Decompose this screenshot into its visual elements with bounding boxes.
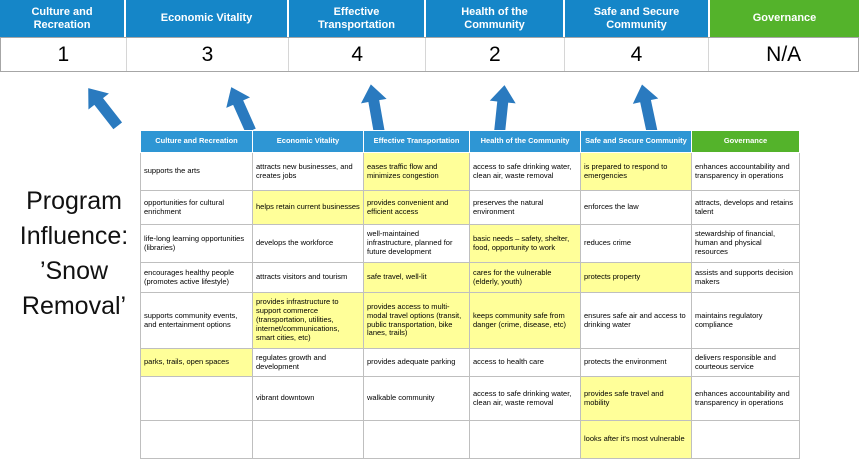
score-culture-and-recreation: 1 <box>1 38 127 71</box>
banner-cell-governance: Governance <box>710 0 859 37</box>
matrix-row: opportunities for cultural enrichment hel… <box>140 190 800 225</box>
matrix-cell-empty <box>469 420 581 459</box>
banner-cell-health-of-the-community: Health of the Community <box>426 0 565 37</box>
matrix-cell: vibrant downtown <box>252 376 364 421</box>
matrix-cell: supports community events, and entertain… <box>140 292 253 349</box>
matrix-cell: ensures safe air and access to drinking … <box>580 292 692 349</box>
matrix-row: supports community events, and entertain… <box>140 292 800 349</box>
matrix-cell: walkable community <box>363 376 470 421</box>
matrix-cell: life-long learning opportunities (librar… <box>140 224 253 263</box>
matrix-cell: basic needs – safety, shelter, food, opp… <box>469 224 581 263</box>
matrix-column-header: Economic Vitality <box>252 130 364 153</box>
banner-cell-effective-transportation: Effective Transportation <box>289 0 426 37</box>
matrix-column-header: Safe and Secure Community <box>580 130 692 153</box>
matrix-column-header: Governance <box>691 130 800 153</box>
matrix-cell: cares for the vulnerable (elderly, youth… <box>469 262 581 293</box>
matrix-row: encourages healthy people (promotes acti… <box>140 262 800 293</box>
matrix-cell: enforces the law <box>580 190 692 225</box>
matrix-header-row: Culture and Recreation Economic Vitality E… <box>140 130 800 153</box>
up-arrow-icon <box>218 81 265 137</box>
matrix-cell: regulates growth and development <box>252 348 364 377</box>
matrix-cell: enhances accountability and transparency… <box>691 376 800 421</box>
matrix-cell: delivers responsible and courteous servi… <box>691 348 800 377</box>
up-arrow-icon <box>76 79 129 135</box>
score-governance: N/A <box>766 42 802 66</box>
matrix-cell: is prepared to respond to emergencies <box>580 152 692 191</box>
matrix-cell: opportunities for cultural enrichment <box>140 190 253 225</box>
matrix-cell: stewardship of financial, human and phys… <box>691 224 800 263</box>
matrix-cell: provides adequate parking <box>363 348 470 377</box>
matrix-cell: assists and supports decision makers <box>691 262 800 293</box>
matrix-column-header: Effective Transportation <box>363 130 470 153</box>
banner-label: Economic Vitality <box>160 12 253 25</box>
matrix-cell: enhances accountability and transparency… <box>691 152 800 191</box>
matrix-cell: encourages healthy people (promotes acti… <box>140 262 253 293</box>
matrix-cell: eases traffic flow and minimizes congest… <box>363 152 470 191</box>
matrix-cell: protects property <box>580 262 692 293</box>
score-economic-vitality: 3 <box>127 38 290 71</box>
matrix-cell: provides access to multi-modal travel op… <box>363 292 470 349</box>
program-title-line: Removal’ <box>21 292 127 320</box>
matrix-cell: helps retain current businesses <box>252 190 364 225</box>
up-arrow-icon <box>627 81 666 134</box>
up-arrow-icon <box>356 82 394 134</box>
banner-label: Safe and Secure Community <box>593 5 680 31</box>
matrix-cell: provides safe travel and mobility <box>580 376 692 421</box>
program-title-line: ’Snow <box>39 257 109 285</box>
score-effective-transportation: 4 <box>289 38 427 71</box>
matrix-cell: access to safe drinking water, clean air… <box>469 152 581 191</box>
matrix-cell: attracts visitors and tourism <box>252 262 364 293</box>
matrix-cell-empty <box>691 420 800 459</box>
matrix-column-header: Culture and Recreation <box>140 130 253 153</box>
matrix-cell: supports the arts <box>140 152 253 191</box>
matrix-row: parks, trails, open spaces regulates grow… <box>140 348 800 377</box>
matrix-cell: access to health care <box>469 348 581 377</box>
matrix-cell: access to safe drinking water, clean air… <box>469 376 581 421</box>
banner-cell-culture-and-recreation: Culture and Recreation <box>0 0 126 37</box>
program-matrix: Culture and Recreation Economic Vitality E… <box>140 130 800 459</box>
banner-label: Governance <box>752 12 817 25</box>
program-title-line: Program <box>26 187 122 215</box>
matrix-cell: well-maintained infrastructure, planned … <box>363 224 470 263</box>
matrix-cell: provides infrastructure to support comme… <box>252 292 364 349</box>
banner-label: Health of the Community <box>461 5 528 31</box>
matrix-row: vibrant downtown walkable community access… <box>140 376 800 421</box>
banner-label: Culture and Recreation <box>31 5 93 31</box>
matrix-cell: parks, trails, open spaces <box>140 348 253 377</box>
matrix-cell: safe travel, well-lit <box>363 262 470 293</box>
matrix-cell: attracts new businesses, and creates job… <box>252 152 364 191</box>
matrix-body: supports the arts attracts new businesses… <box>140 152 800 459</box>
matrix-column-header: Health of the Community <box>469 130 581 153</box>
matrix-row: supports the arts attracts new businesses… <box>140 152 800 191</box>
up-arrow-icon <box>485 84 520 135</box>
banner-label: Effective Transportation <box>317 5 395 31</box>
matrix-cell-empty <box>140 420 253 459</box>
score-safe-and-secure-community: 4 <box>565 38 710 71</box>
matrix-cell-empty <box>140 376 253 421</box>
matrix-cell-empty <box>252 420 364 459</box>
banner-cell-economic-vitality: Economic Vitality <box>126 0 289 37</box>
matrix-cell: preserves the natural environment <box>469 190 581 225</box>
program-title-line: Influence: <box>19 222 129 250</box>
matrix-row: looks after it's most vulnerable <box>140 420 800 459</box>
matrix-cell: looks after it's most vulnerable <box>580 420 692 459</box>
program-influence-title: Program Influence: ’Snow Removal’ <box>0 184 148 324</box>
scorecard-banner: Culture and Recreation Economic Vitality… <box>0 0 859 37</box>
banner-cell-safe-and-secure-community: Safe and Secure Community <box>565 0 710 37</box>
matrix-cell: maintains regulatory compliance <box>691 292 800 349</box>
matrix-cell: provides convenient and efficient access <box>363 190 470 225</box>
score-row: 1 3 4 2 4 N/A <box>0 37 859 72</box>
matrix-cell: reduces crime <box>580 224 692 263</box>
matrix-row: life-long learning opportunities (librar… <box>140 224 800 263</box>
matrix-cell: protects the environment <box>580 348 692 377</box>
score-health-of-the-community: 2 <box>426 38 565 71</box>
matrix-cell: keeps community safe from danger (crime,… <box>469 292 581 349</box>
matrix-cell-empty <box>363 420 470 459</box>
matrix-cell: attracts, develops and retains talent <box>691 190 800 225</box>
matrix-cell: develops the workforce <box>252 224 364 263</box>
